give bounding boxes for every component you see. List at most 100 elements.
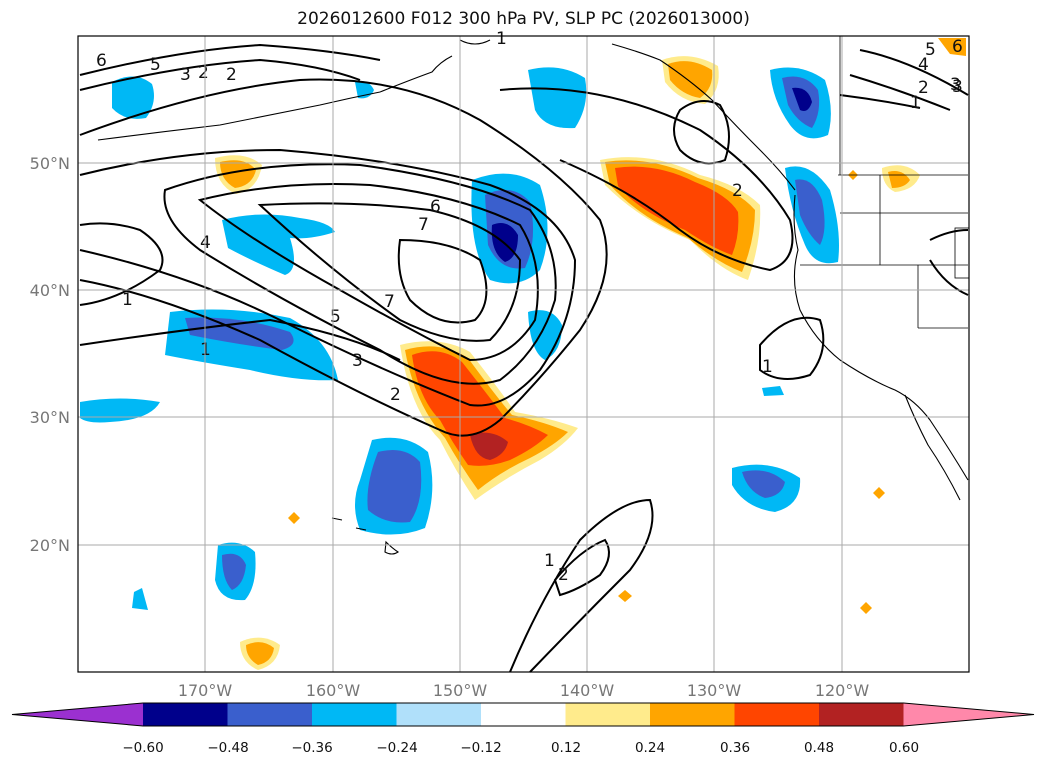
- pv-neg-blob-7-mid: [185, 317, 294, 350]
- contour-label: 3: [952, 77, 963, 97]
- contour-label: 5: [925, 40, 936, 60]
- contour-ne-3: [839, 94, 921, 109]
- alaska-coast: [97, 39, 491, 141]
- lat-label: 40°N: [30, 281, 70, 300]
- colorbar-segment: [819, 703, 904, 726]
- contour-label: 3: [180, 65, 191, 85]
- latitude-labels: 50°N 40°N 30°N 20°N: [30, 154, 70, 555]
- contour-label: 1: [544, 551, 555, 571]
- colorbar-tick-label: 0.24: [635, 740, 665, 756]
- pv-pos-diamond-3: [873, 487, 885, 499]
- pv-neg-blob-2: [528, 67, 587, 129]
- colorbar-tick-label: −0.60: [122, 740, 163, 756]
- us-west-coast: [793, 194, 969, 481]
- contour-ne-2: [849, 74, 951, 111]
- lon-label: 170°W: [178, 681, 233, 700]
- contour-bc-ring: [499, 87, 794, 272]
- colorbar-tick-label: 0.36: [720, 740, 750, 756]
- slp-contours: [79, 43, 969, 673]
- colorbar-segment: [650, 703, 735, 726]
- longitude-labels: 170°W 160°W 150°W 140°W 130°W 120°W: [178, 681, 870, 700]
- contour-label: 6: [430, 197, 441, 217]
- pv-neg-blob-3-dark: [792, 87, 812, 111]
- contour-label: 7: [418, 215, 429, 235]
- contour-west-1: [79, 318, 401, 361]
- map-title: 2026012600 F012 300 hPa PV, SLP PC (2026…: [297, 9, 750, 29]
- contour-east-high: [929, 229, 969, 296]
- pv-pos-blob-2-strong: [615, 166, 739, 255]
- coastlines: [97, 39, 969, 555]
- contour-label: 1: [122, 290, 133, 310]
- contour-ring-3: [163, 163, 557, 385]
- contour-label: 1: [762, 357, 773, 377]
- colorbar-tick-label: −0.48: [207, 740, 248, 756]
- contour-label: 2: [198, 63, 209, 83]
- colorbar-segment: [565, 703, 651, 726]
- colorbar-outline: [11, 702, 1035, 727]
- bc-coast: [611, 43, 796, 191]
- contour-coast-low: [759, 316, 825, 380]
- contour-label: 2: [390, 385, 401, 405]
- state-borders: [800, 36, 970, 329]
- colorbar: [11, 702, 1035, 727]
- pv-neg-blob-4: [222, 214, 335, 275]
- contour-label: 5: [330, 307, 341, 327]
- colorbar-tick-label: 0.60: [889, 740, 919, 756]
- colorbar-tick-label: −0.36: [291, 740, 332, 756]
- contour-label: 5: [150, 55, 161, 75]
- contour-low-center: [397, 238, 488, 324]
- lat-label: 20°N: [30, 536, 70, 555]
- pv-neg-blob-12-mid: [795, 179, 825, 245]
- colorbar-tick-label: 0.48: [804, 740, 834, 756]
- pv-neg-blob-15: [762, 386, 784, 396]
- lon-label: 150°W: [433, 681, 488, 700]
- map-frame: [77, 35, 970, 673]
- colorbar-segment: [312, 703, 397, 726]
- contour-west-2: [79, 222, 164, 306]
- pv-neg-blob-9-mid: [367, 449, 422, 523]
- colorbar-segment: [734, 703, 820, 726]
- contour-label: 4: [918, 55, 929, 75]
- contour-label: 2: [918, 78, 929, 98]
- lon-label: 140°W: [560, 681, 615, 700]
- contour-south-1: [509, 498, 654, 673]
- lon-label: 120°W: [815, 681, 870, 700]
- contour-ring-5: [257, 202, 522, 342]
- colorbar-segment: [227, 703, 313, 726]
- contour-label: 3: [950, 75, 961, 95]
- lon-label: 130°W: [687, 681, 742, 700]
- colorbar-segment: [481, 703, 566, 726]
- colorbar-extend-max: [903, 703, 1034, 726]
- pv-pos-diamond-2: [618, 590, 632, 602]
- colorbar-segment: [396, 703, 482, 726]
- lon-label: 160°W: [306, 681, 361, 700]
- contour-jet-1: [79, 43, 381, 76]
- pv-neg-blob-1: [112, 76, 154, 119]
- contour-labels: 6 5 3 2 6 7 4 1 7 5 1 3 2 3 2 1 4 5 3 2 …: [96, 29, 963, 585]
- colorbar-extend-min: [12, 703, 143, 726]
- colorbar-labels: −0.60 −0.48 −0.36 −0.24 −0.12 0.12 0.24 …: [122, 740, 919, 756]
- contour-label: 2: [732, 181, 743, 201]
- contour-label: 2: [226, 65, 237, 85]
- contour-label: 6: [952, 37, 963, 57]
- pv-pos-blob-3-mid: [668, 61, 713, 98]
- lat-label: 50°N: [30, 154, 70, 173]
- contour-south-2: [553, 538, 610, 597]
- contour-label: 6: [96, 51, 107, 71]
- contour-ring-2: [79, 148, 577, 407]
- pv-pos-diamond-1: [288, 512, 300, 524]
- pv-pos-blob-1-dark: [470, 432, 508, 460]
- contour-label: 1: [496, 29, 507, 49]
- lat-label: 30°N: [30, 408, 70, 427]
- pv-shading: [80, 38, 966, 670]
- pv-neg-blob-11-mid: [742, 470, 785, 498]
- contour-bc-low: [673, 100, 730, 165]
- colorbar-tick-label: 0.12: [551, 740, 581, 756]
- pv-neg-blob-10-mid: [222, 553, 246, 590]
- contour-ne-1: [859, 49, 969, 96]
- contour-label: 1: [910, 93, 921, 113]
- hawaii-islands: [331, 517, 399, 555]
- graticule: [78, 36, 969, 672]
- contour-jet-2: [79, 58, 361, 91]
